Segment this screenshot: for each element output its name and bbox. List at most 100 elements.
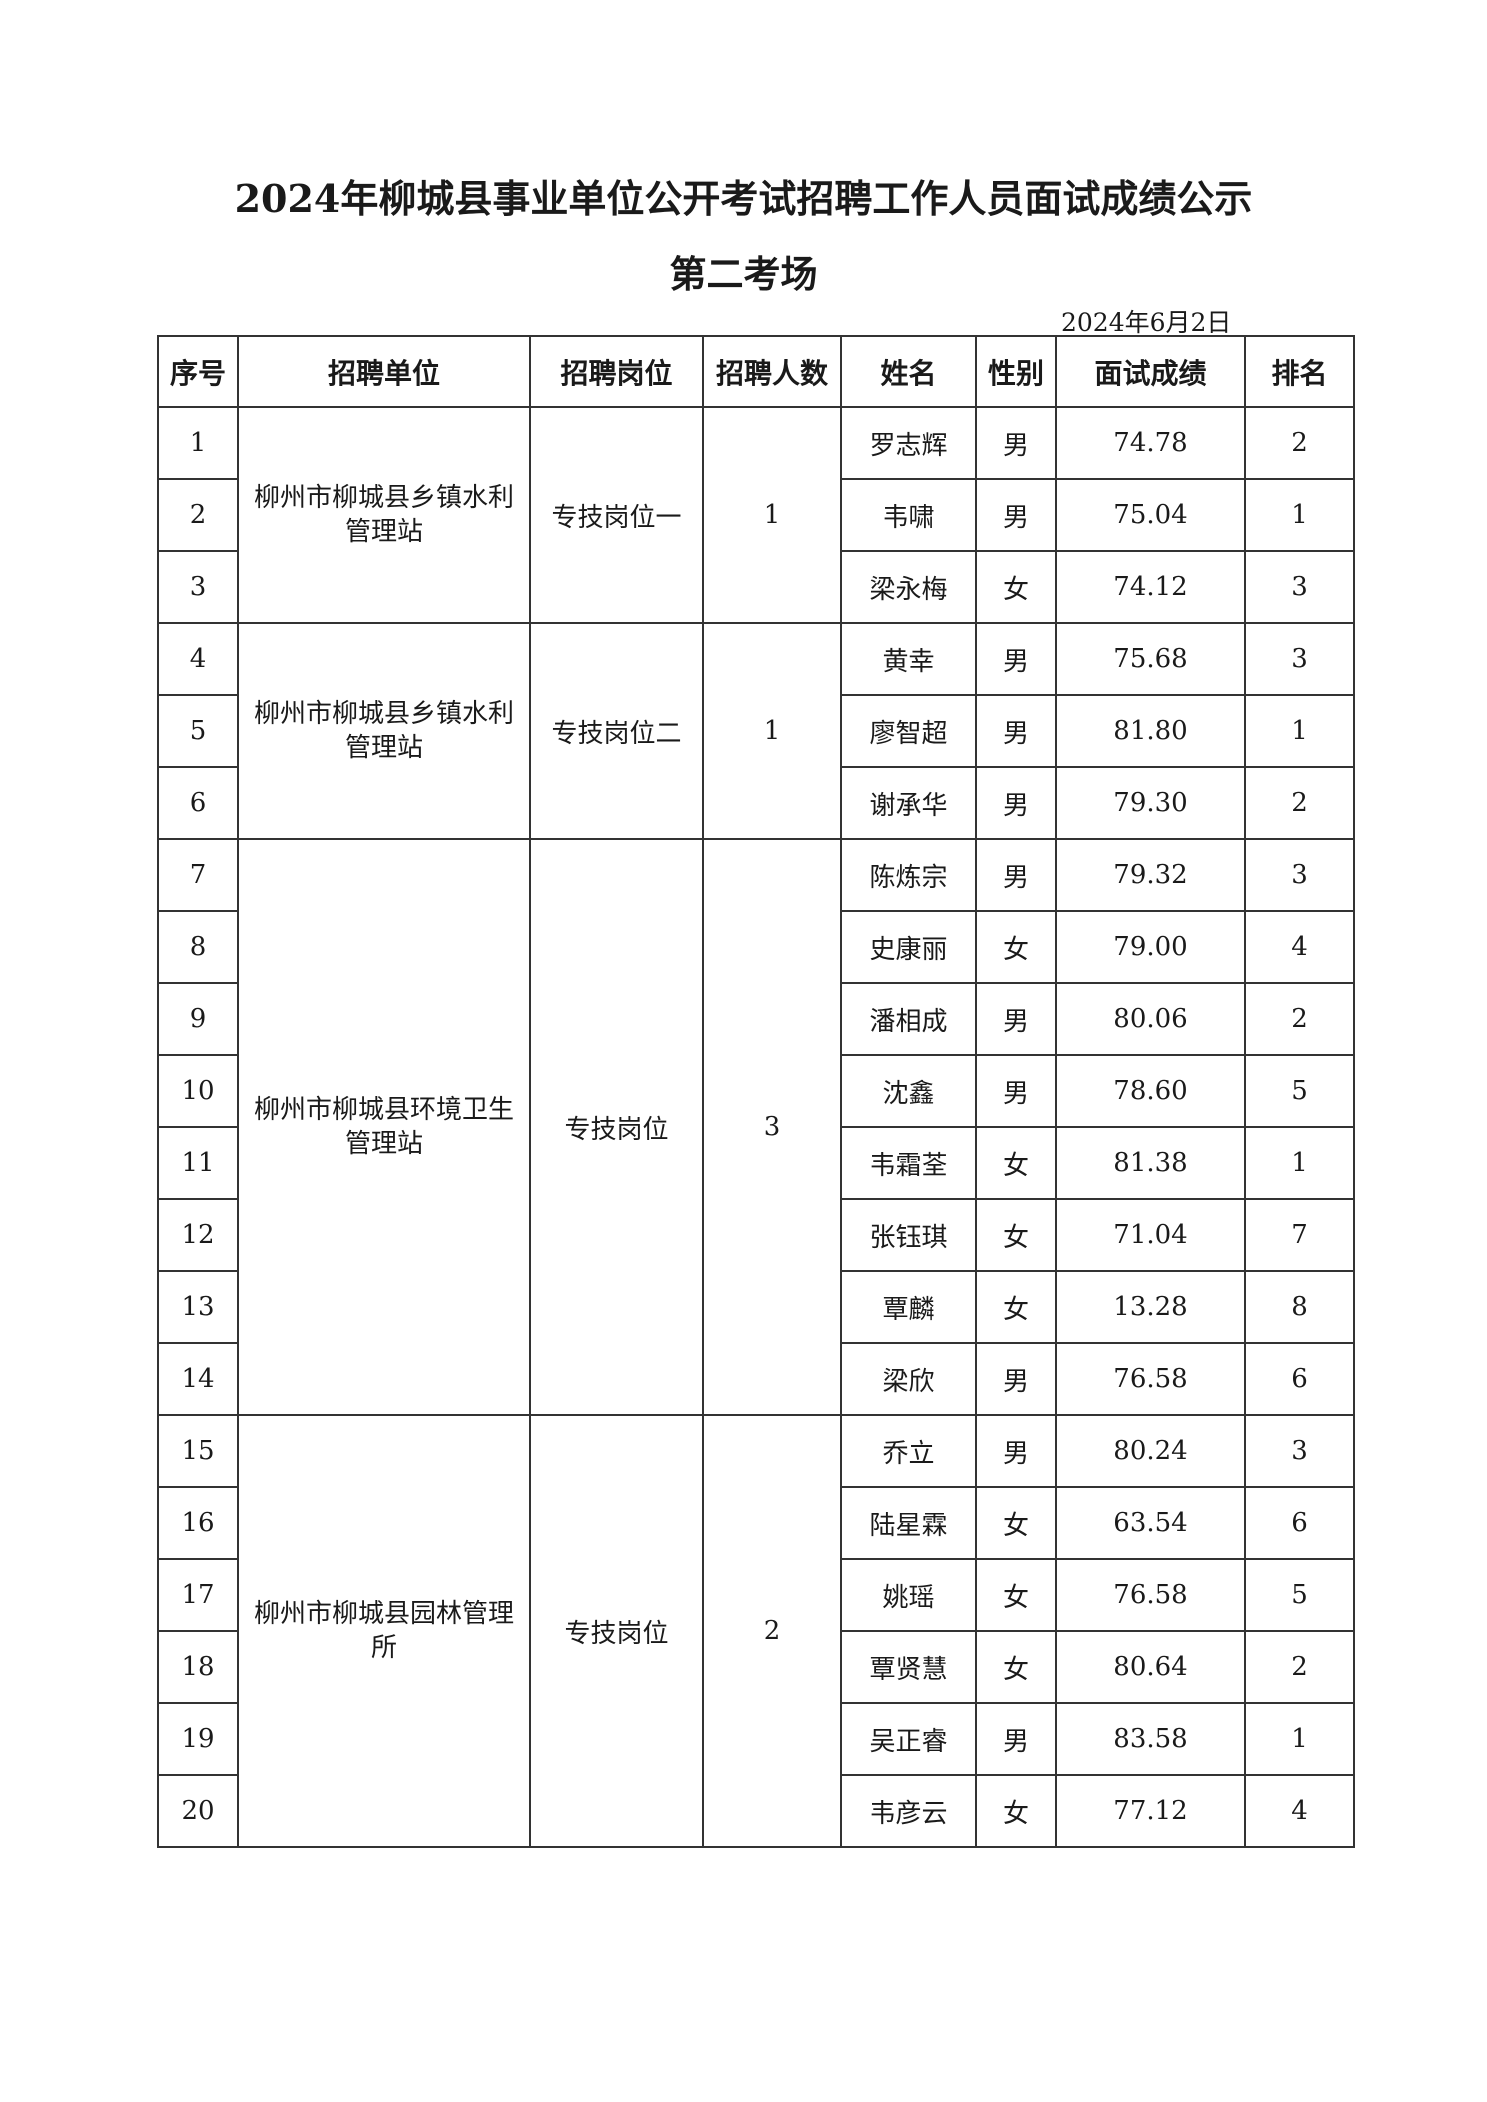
cell-gender: 男 <box>975 622 1057 696</box>
cell-unit: 柳州市柳城县乡镇水利管理站 <box>237 406 531 624</box>
table-row: 18 覃贤慧女 80.64 2 <box>157 1630 1355 1704</box>
header-score: 面试成绩 <box>1055 335 1246 408</box>
cell-unit-text: 柳州市柳城县乡镇水利管理站 <box>253 699 514 763</box>
cell-rank: 4 <box>1244 910 1355 984</box>
cell-score: 75.04 <box>1055 478 1246 552</box>
table-row: 3 梁永梅女 74.12 3 <box>157 550 1355 624</box>
header-position: 招聘岗位 <box>529 335 704 408</box>
cell-score: 74.12 <box>1055 550 1246 624</box>
cell-rank: 2 <box>1244 982 1355 1056</box>
table-row: 14 梁欣男 76.58 6 <box>157 1342 1355 1416</box>
cell-rank: 2 <box>1244 406 1355 480</box>
cell-unit-text: 柳州市柳城县园林管理所 <box>253 1599 514 1663</box>
cell-name: 韦霜荃 <box>840 1126 977 1200</box>
cell-gender: 男 <box>975 1342 1057 1416</box>
cell-rank: 2 <box>1244 1630 1355 1704</box>
cell-index: 9 <box>157 982 239 1056</box>
cell-index: 2 <box>157 478 239 552</box>
table-row: 11 韦霜荃女 81.38 1 <box>157 1126 1355 1200</box>
cell-name: 覃贤慧 <box>840 1630 977 1704</box>
cell-index: 6 <box>157 766 239 840</box>
publish-date: 2024年6月2日 <box>1061 308 1232 337</box>
table-row: 1 柳州市柳城县乡镇水利管理站 专技岗位一 1 罗志辉男 74.78 2 <box>157 406 1355 624</box>
header-gender: 性别 <box>975 335 1057 408</box>
cell-name: 吴正睿 <box>840 1702 977 1776</box>
cell-name: 廖智超 <box>840 694 977 768</box>
cell-rank: 1 <box>1244 1702 1355 1776</box>
cell-score: 80.24 <box>1055 1414 1246 1488</box>
cell-name: 罗志辉 <box>840 406 977 480</box>
cell-index: 1 <box>157 406 239 480</box>
cell-count: 3 <box>702 838 842 1416</box>
cell-unit: 柳州市柳城县乡镇水利管理站 <box>237 622 531 840</box>
cell-score: 81.80 <box>1055 694 1246 768</box>
table-row: 2 韦啸男 75.04 1 <box>157 478 1355 552</box>
cell-count: 1 <box>702 406 842 624</box>
cell-unit-text: 柳州市柳城县乡镇水利管理站 <box>253 483 514 547</box>
results-table: 序号 招聘单位 招聘岗位 招聘人数 姓名 性别 面试成绩 排名 1 柳州市柳城县乡… <box>157 335 1355 1848</box>
cell-unit: 柳州市柳城县环境卫生管理站 <box>237 838 531 1416</box>
page-subtitle: 第二考场 <box>669 252 818 296</box>
cell-rank: 1 <box>1244 478 1355 552</box>
cell-gender: 男 <box>975 766 1057 840</box>
cell-index: 17 <box>157 1558 239 1632</box>
cell-name: 张钰琪 <box>840 1198 977 1272</box>
cell-index: 19 <box>157 1702 239 1776</box>
cell-gender: 男 <box>975 694 1057 768</box>
cell-score: 63.54 <box>1055 1486 1246 1560</box>
header-rank: 排名 <box>1244 335 1355 408</box>
cell-score: 79.00 <box>1055 910 1246 984</box>
cell-score: 80.06 <box>1055 982 1246 1056</box>
table-row: 17 姚瑶女 76.58 5 <box>157 1558 1355 1632</box>
cell-rank: 6 <box>1244 1486 1355 1560</box>
cell-rank: 3 <box>1244 622 1355 696</box>
table-row: 20 韦彦云女 77.12 4 <box>157 1774 1355 1848</box>
cell-rank: 8 <box>1244 1270 1355 1344</box>
cell-rank: 3 <box>1244 1414 1355 1488</box>
cell-score: 76.58 <box>1055 1558 1246 1632</box>
cell-index: 4 <box>157 622 239 696</box>
cell-rank: 1 <box>1244 1126 1355 1200</box>
cell-rank: 7 <box>1244 1198 1355 1272</box>
cell-gender: 男 <box>975 1054 1057 1128</box>
cell-position: 专技岗位一 <box>529 406 704 624</box>
cell-count: 2 <box>702 1414 842 1848</box>
cell-index: 7 <box>157 838 239 912</box>
cell-rank: 6 <box>1244 1342 1355 1416</box>
cell-score: 76.58 <box>1055 1342 1246 1416</box>
cell-index: 16 <box>157 1486 239 1560</box>
header-row: 序号 招聘单位 招聘岗位 招聘人数 姓名 性别 面试成绩 排名 <box>157 335 1355 408</box>
cell-index: 15 <box>157 1414 239 1488</box>
cell-name: 沈鑫 <box>840 1054 977 1128</box>
cell-gender: 女 <box>975 910 1057 984</box>
cell-gender: 女 <box>975 1198 1057 1272</box>
header-index: 序号 <box>157 335 239 408</box>
cell-score: 77.12 <box>1055 1774 1246 1848</box>
cell-gender: 女 <box>975 1774 1057 1848</box>
cell-index: 20 <box>157 1774 239 1848</box>
cell-gender: 女 <box>975 1126 1057 1200</box>
cell-name: 陈炼宗 <box>840 838 977 912</box>
cell-score: 79.30 <box>1055 766 1246 840</box>
table-row: 12 张钰琪女 71.04 7 <box>157 1198 1355 1272</box>
cell-rank: 5 <box>1244 1054 1355 1128</box>
cell-index: 10 <box>157 1054 239 1128</box>
table-row: 16 陆星霖女 63.54 6 <box>157 1486 1355 1560</box>
cell-score: 74.78 <box>1055 406 1246 480</box>
cell-name: 韦彦云 <box>840 1774 977 1848</box>
header-unit: 招聘单位 <box>237 335 531 408</box>
cell-name: 姚瑶 <box>840 1558 977 1632</box>
cell-gender: 女 <box>975 1486 1057 1560</box>
cell-gender: 男 <box>975 838 1057 912</box>
cell-position: 专技岗位 <box>529 1414 704 1848</box>
cell-rank: 3 <box>1244 550 1355 624</box>
cell-index: 5 <box>157 694 239 768</box>
cell-gender: 女 <box>975 550 1057 624</box>
cell-name: 梁欣 <box>840 1342 977 1416</box>
table-row: 7 柳州市柳城县环境卫生管理站 专技岗位 3 陈炼宗男 79.32 3 <box>157 838 1355 1416</box>
table-row: 10 沈鑫男 78.60 5 <box>157 1054 1355 1128</box>
cell-position: 专技岗位 <box>529 838 704 1416</box>
cell-gender: 女 <box>975 1630 1057 1704</box>
cell-rank: 4 <box>1244 1774 1355 1848</box>
cell-index: 14 <box>157 1342 239 1416</box>
